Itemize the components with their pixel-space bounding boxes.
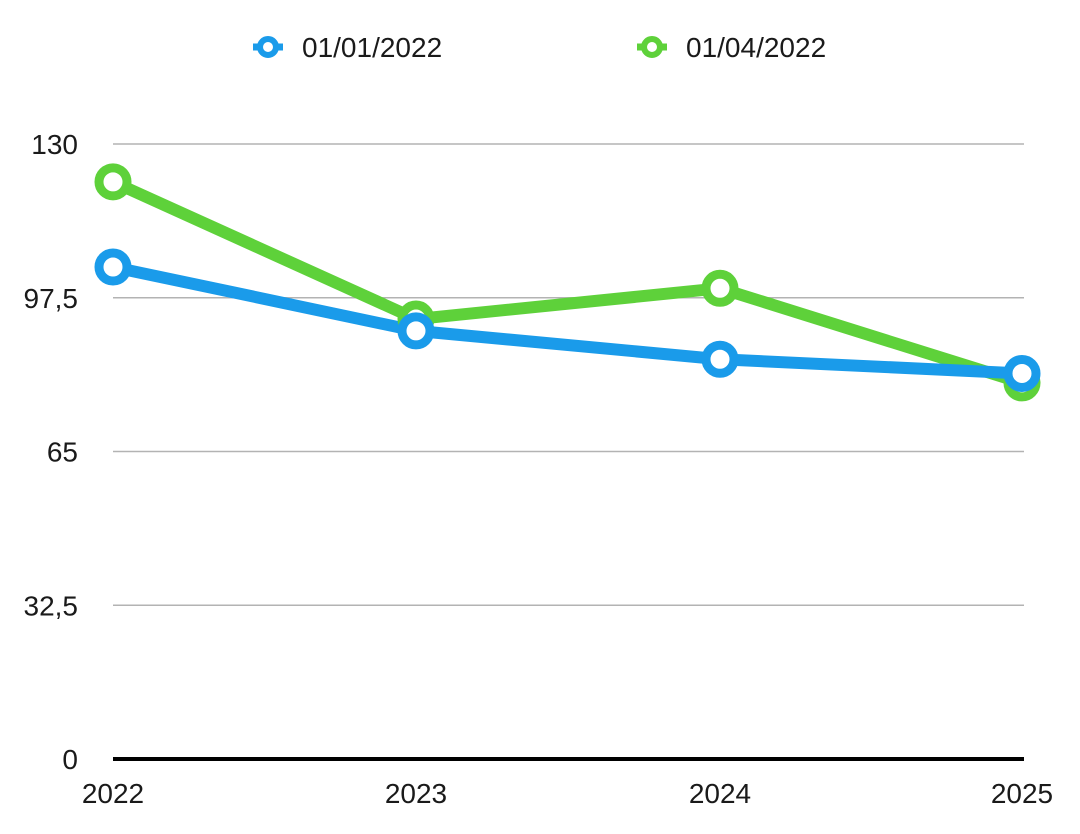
legend-label: 01/04/2022: [686, 32, 826, 63]
data-point: [1003, 354, 1041, 392]
series-lines: [94, 163, 1041, 402]
legend-item: 01/04/2022: [637, 32, 826, 63]
y-tick-label: 32,5: [24, 590, 79, 621]
data-point: [701, 340, 739, 378]
legend-item: 01/01/2022: [253, 32, 442, 63]
y-tick-label: 130: [31, 129, 78, 160]
y-tick-label: 65: [47, 437, 78, 468]
legend-label: 01/01/2022: [302, 32, 442, 63]
x-tick-label: 2024: [689, 778, 751, 809]
x-tick-label: 2023: [385, 778, 447, 809]
x-tick-label: 2022: [82, 778, 144, 809]
series-line: [107, 175, 1028, 389]
data-point: [701, 269, 739, 307]
series-2: [107, 175, 1028, 389]
y-tick-label: 97,5: [24, 283, 79, 314]
series-line: [107, 261, 1028, 380]
legend-marker: [641, 36, 663, 58]
legend: 01/01/2022 01/04/2022: [253, 32, 826, 63]
series-1: [107, 261, 1028, 380]
grid-lines: [113, 143, 1024, 606]
axes: 0 32,5 65 97,5 130 2022 2023 2024 2025: [24, 129, 1054, 809]
y-tick-label: 0: [62, 744, 78, 775]
data-point: [94, 248, 132, 286]
data-point: [94, 163, 132, 201]
x-tick-label: 2025: [991, 778, 1053, 809]
legend-marker: [257, 36, 279, 58]
data-point: [397, 312, 435, 350]
